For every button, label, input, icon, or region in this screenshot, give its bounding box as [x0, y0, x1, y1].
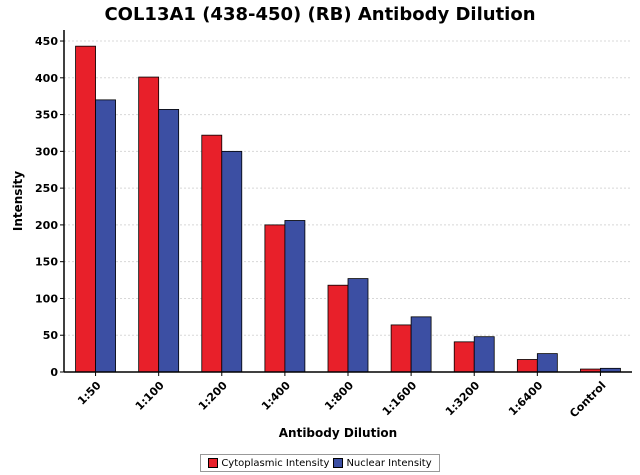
y-tick-label: 50 — [43, 329, 59, 342]
y-tick-label: 400 — [35, 72, 58, 85]
y-tick-label: 100 — [35, 292, 58, 305]
x-tick-label: 1:50 — [75, 379, 104, 408]
bar — [284, 220, 306, 373]
legend: Cytoplasmic Intensity Nuclear Intensity — [200, 454, 440, 472]
bar — [221, 150, 243, 373]
legend-swatch-nuclear — [333, 458, 344, 468]
bar — [327, 284, 349, 373]
legend-label-nuclear: Nuclear Intensity — [346, 457, 432, 469]
y-axis-label: Intensity — [11, 171, 25, 231]
x-tick-label: 1:3200 — [443, 379, 483, 419]
y-tick-label: 300 — [35, 145, 58, 158]
y-tick-label: 200 — [35, 219, 58, 232]
x-axis-label: Antibody Dilution — [279, 426, 397, 440]
x-tick-label: 1:100 — [133, 379, 167, 413]
bar — [201, 134, 223, 373]
y-tick-label: 450 — [35, 35, 58, 48]
bar — [264, 224, 286, 373]
y-tick-label: 0 — [50, 366, 58, 379]
bar — [536, 353, 558, 373]
x-tick-label: 1:200 — [196, 379, 230, 413]
legend-swatch-cytoplasmic — [208, 458, 219, 468]
bar — [453, 341, 475, 373]
y-tick-label: 150 — [35, 256, 58, 269]
bar — [473, 336, 495, 373]
bar — [95, 99, 116, 373]
bar — [410, 316, 432, 373]
bar — [158, 109, 180, 373]
bar — [75, 45, 96, 373]
legend-label-cytoplasmic: Cytoplasmic Intensity — [221, 457, 330, 469]
legend-item-cytoplasmic: Cytoplasmic Intensity — [208, 458, 329, 469]
x-tick-label: 1:400 — [259, 379, 293, 413]
x-tick-label: 1:6400 — [506, 379, 546, 419]
bar — [390, 324, 412, 373]
bar — [347, 278, 369, 373]
x-tick-label: Control — [567, 379, 608, 420]
x-tick-label: 1:1600 — [380, 379, 420, 419]
x-tick-label: 1:800 — [322, 379, 356, 413]
chart-title: COL13A1 (438-450) (RB) Antibody Dilution — [104, 4, 536, 25]
legend-item-nuclear: Nuclear Intensity — [333, 457, 432, 469]
y-tick-label: 350 — [35, 109, 58, 122]
bar — [138, 76, 160, 373]
y-tick-label: 250 — [35, 182, 58, 195]
bar — [516, 359, 538, 373]
